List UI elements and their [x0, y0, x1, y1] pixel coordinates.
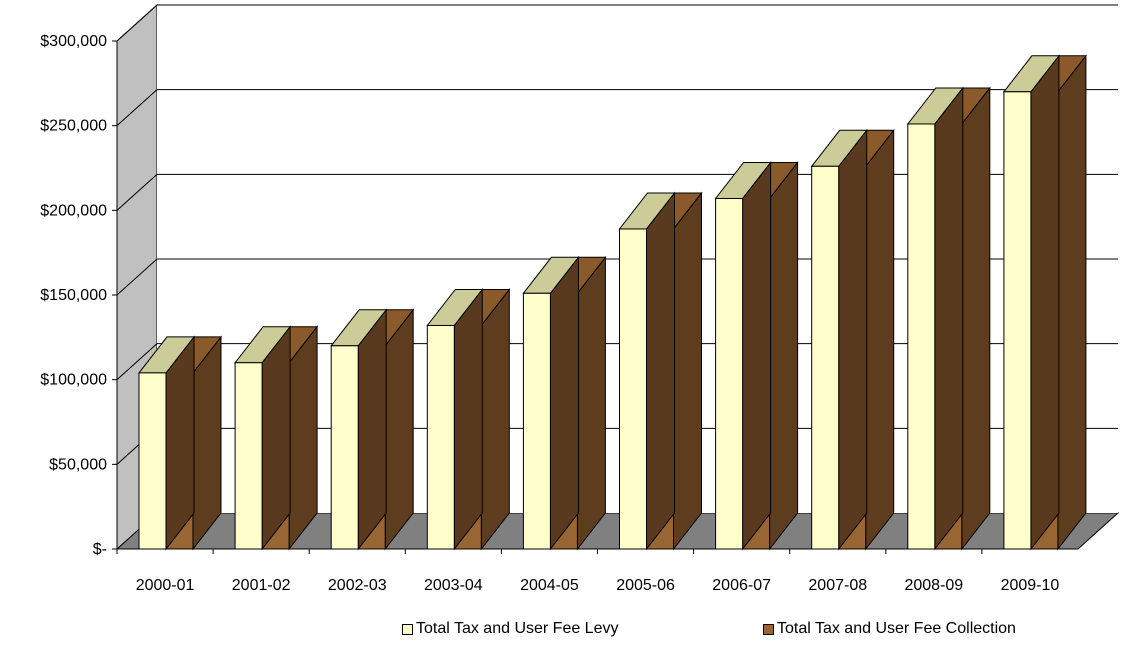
bar: [714, 161, 772, 551]
bar-front: [715, 197, 744, 550]
bar-side: [1057, 54, 1087, 551]
legend-label-levy: Total Tax and User Fee Levy: [416, 620, 619, 637]
bar-side: [934, 86, 964, 551]
x-tick-label: 2001-02: [232, 577, 291, 594]
bar-side: [480, 288, 510, 551]
bar-side: [1030, 54, 1060, 551]
y-tick-label: $100,000: [40, 372, 107, 389]
bar-front: [907, 123, 936, 550]
bar-front: [426, 324, 455, 550]
x-tick-label: 2000-01: [136, 577, 195, 594]
bar-side: [769, 161, 799, 551]
bar-side: [961, 86, 991, 551]
bar-side: [576, 255, 606, 551]
bar: [522, 255, 580, 551]
bar-front: [138, 372, 167, 550]
y-tick-label: $200,000: [40, 202, 107, 219]
x-tick-label: 2009-10: [1001, 577, 1060, 594]
y-tick-label: $250,000: [40, 118, 107, 135]
legend-swatch-levy: [402, 623, 413, 635]
bar-side: [742, 161, 772, 551]
x-tick-label: 2002-03: [328, 577, 387, 594]
legend-item-levy: Total Tax and User Fee Levy: [402, 620, 618, 638]
bar-side: [357, 308, 387, 551]
bar: [426, 288, 484, 551]
bar-front: [811, 165, 840, 550]
x-tick-label: 2005-06: [616, 577, 675, 594]
bar-side: [453, 288, 483, 551]
bar-side: [384, 308, 414, 551]
x-tick-label: 2004-05: [520, 577, 579, 594]
bar: [906, 86, 964, 551]
bar-front: [619, 228, 647, 550]
legend-label-collection: Total Tax and User Fee Collection: [777, 620, 1016, 637]
bar: [330, 308, 388, 551]
y-tick-label: $-: [93, 541, 107, 558]
bar: [618, 191, 676, 551]
bar-side: [838, 128, 868, 551]
bar: [234, 325, 292, 551]
bar-front: [330, 345, 359, 550]
legend: Total Tax and User Fee Levy Total Tax an…: [0, 620, 1126, 644]
bar-front: [234, 362, 263, 550]
y-tick-label: $300,000: [40, 33, 107, 50]
bar-side: [865, 128, 895, 551]
gridline: [116, 4, 1118, 42]
bar-side: [288, 325, 318, 551]
bar-front: [522, 292, 551, 550]
bar-side: [261, 325, 291, 551]
x-axis: 2000-01 2001-02 2002-03 2003-04 2004-05 2005-…: [116, 548, 1078, 594]
legend-swatch-collection: [763, 623, 774, 635]
bar-side: [549, 255, 579, 551]
bar-side: [192, 335, 222, 551]
bar: [1002, 54, 1060, 551]
bar: [810, 128, 868, 551]
bar-side: [673, 191, 702, 551]
y-tick-label: $150,000: [40, 287, 107, 304]
legend-item-collection: Total Tax and User Fee Collection: [763, 620, 1016, 638]
bars: [137, 54, 1087, 551]
bar: [137, 335, 196, 551]
bar-front: [1003, 91, 1032, 550]
bar-side: [646, 191, 675, 551]
y-tick-label: $50,000: [49, 456, 107, 473]
bar-side: [165, 335, 195, 551]
gridline: [116, 89, 1118, 127]
x-tick-label: 2003-04: [424, 577, 483, 594]
x-tick-label: 2008-09: [904, 577, 963, 594]
y-axis: $- $50,000 $100,000 $150,000 $200,000 $250,00…: [40, 33, 118, 558]
x-tick-label: 2007-08: [808, 577, 867, 594]
x-tick-label: 2006-07: [712, 577, 771, 594]
